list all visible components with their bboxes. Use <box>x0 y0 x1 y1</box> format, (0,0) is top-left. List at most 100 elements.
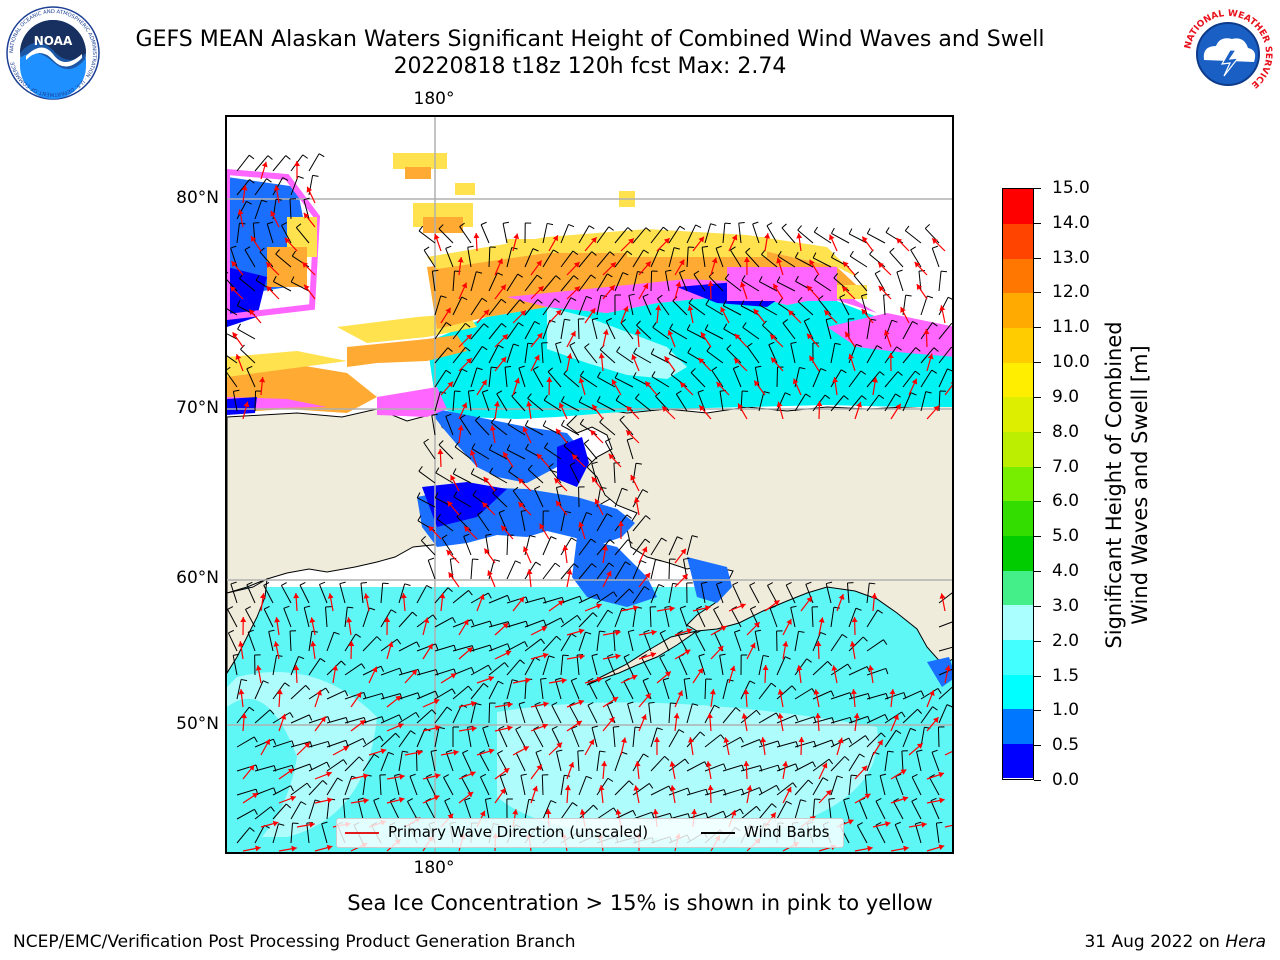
wave-direction-arrowhead <box>304 284 310 291</box>
footer-credit: NCEP/EMC/Verification Post Processing Pr… <box>13 932 576 952</box>
wind-barb <box>430 749 438 772</box>
wind-barb <box>632 271 644 292</box>
wind-barb <box>632 811 655 820</box>
wave-direction-arrowhead <box>704 605 711 611</box>
wind-barb <box>252 222 260 244</box>
wind-barb <box>227 333 238 340</box>
wave-direction-arrowhead <box>796 665 803 671</box>
wind-barb <box>480 773 490 796</box>
footer-machine-name: Hera <box>1225 932 1266 952</box>
wind-barb <box>812 758 834 772</box>
wind-barb <box>879 773 887 796</box>
wave-direction-arrowhead <box>309 821 315 828</box>
colorbar-tick-label: 4.0 <box>1052 561 1080 582</box>
wind-barb <box>398 641 420 652</box>
footer-date: 31 Aug 2022 on Hera <box>1084 932 1266 952</box>
wind-barb <box>461 774 472 796</box>
wave-direction-arrowhead <box>665 671 671 677</box>
wind-barb <box>578 274 597 292</box>
wind-barb <box>488 680 504 700</box>
wave-direction-arrowhead <box>609 285 615 292</box>
wave-direction-arrowhead <box>902 796 909 802</box>
wave-direction-arrowhead <box>595 603 602 609</box>
colorbar-tick-label: 1.5 <box>1052 665 1080 686</box>
wind-barb <box>488 702 496 724</box>
wind-barb <box>632 560 647 580</box>
wind-barb <box>434 706 453 724</box>
wind-barb <box>902 708 923 724</box>
wave-direction-arrowhead <box>630 474 636 481</box>
wind-barb <box>506 659 525 676</box>
wave-direction-arrowhead <box>848 353 854 360</box>
wind-barb <box>326 777 343 796</box>
wave-direction-arrowhead <box>384 617 391 623</box>
wind-barb <box>488 272 504 292</box>
wind-barb <box>587 678 598 700</box>
colorbar-tick-mark <box>1034 257 1041 259</box>
wave-direction-arrowhead <box>815 713 822 719</box>
wind-barb <box>914 821 922 844</box>
wave-direction-arrowhead <box>642 283 649 290</box>
colorbar-tick-mark <box>1034 640 1041 642</box>
wave-direction-arrowhead <box>750 642 756 649</box>
wave-direction-arrowhead <box>591 476 598 483</box>
wind-barb <box>648 701 655 724</box>
wind-barb <box>295 223 310 244</box>
wind-barb <box>587 702 598 724</box>
wind-barb <box>452 390 461 412</box>
colorbar-tick-label: 5.0 <box>1052 526 1080 547</box>
wind-barb <box>846 582 854 604</box>
wave-direction-arrowhead <box>641 714 647 721</box>
wave-direction-arrowhead <box>433 234 440 240</box>
wind-barb <box>560 654 569 676</box>
wind-barb <box>679 605 688 628</box>
wave-direction-arrowhead <box>483 309 490 316</box>
wind-barb <box>713 606 724 628</box>
wave-direction-arrowhead <box>806 596 812 603</box>
wave-direction-arrowhead <box>380 748 387 755</box>
wind-barb <box>236 678 248 700</box>
wind-barb <box>662 677 670 700</box>
wind-barb <box>560 595 583 604</box>
wave-direction-arrowhead <box>502 334 508 340</box>
wave-direction-arrowhead <box>359 720 366 726</box>
wind-barb <box>704 324 724 340</box>
wind-barb <box>254 155 273 172</box>
wind-barb <box>916 749 923 772</box>
wave-direction-arrowhead <box>518 596 525 603</box>
wind-barb <box>578 295 593 316</box>
wind-barb <box>740 787 763 796</box>
wave-direction-arrowhead <box>471 725 477 732</box>
colorbar-segment <box>1003 604 1033 640</box>
ice-edge-west <box>227 168 321 321</box>
wind-barb <box>884 319 898 340</box>
wave-direction-arrowhead <box>469 771 476 777</box>
wave-direction-arrowhead <box>753 308 760 315</box>
wave-direction-arrowhead <box>641 546 648 553</box>
wave-direction-arrowhead <box>501 525 507 532</box>
wind-barb <box>560 537 577 556</box>
wind-barb <box>938 346 952 364</box>
colorbar-segment <box>1003 743 1033 779</box>
wind-barb <box>902 727 917 748</box>
wind-barb <box>308 658 326 676</box>
wave-direction-arrowhead <box>602 545 609 551</box>
wave-direction-arrow <box>944 750 952 756</box>
wind-barb <box>289 630 297 652</box>
wave-direction-arrowhead <box>363 593 370 599</box>
wave-direction-arrowhead <box>541 626 548 632</box>
wave-direction-arrowhead <box>680 548 686 555</box>
wind-barb <box>866 394 885 412</box>
wind-barb <box>794 716 817 724</box>
wave-direction-arrowhead <box>464 526 470 533</box>
colorbar-tick-mark <box>1034 536 1041 538</box>
colorbar-tick-mark <box>1034 188 1041 189</box>
wind-barb <box>650 727 663 748</box>
wave-direction-arrowhead <box>536 764 542 771</box>
wave-direction-arrowhead <box>249 309 255 316</box>
wave-direction-arrowhead <box>489 425 496 431</box>
wind-barb <box>731 606 742 628</box>
wave-direction-arrowhead <box>634 761 641 767</box>
wave-direction-arrowhead <box>923 329 930 335</box>
wind-barb <box>782 319 796 340</box>
